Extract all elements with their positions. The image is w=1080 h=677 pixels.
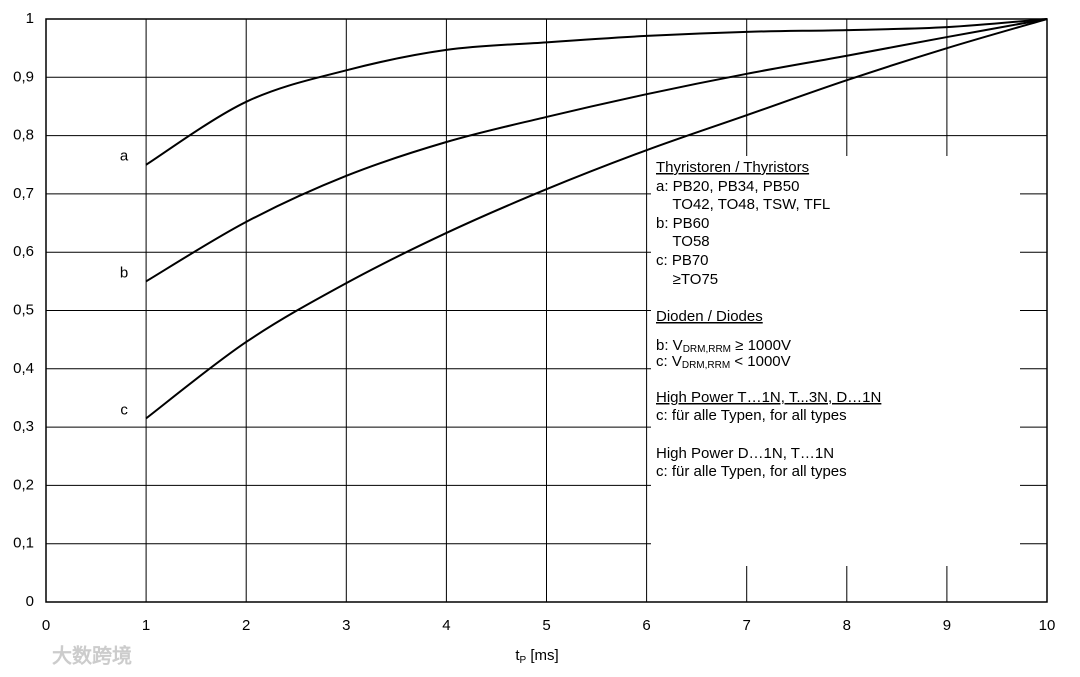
plot-frame	[45, 18, 1048, 603]
y-tick-label: 0,3	[13, 418, 34, 435]
annotation-line: Dioden / Diodes	[656, 308, 763, 325]
x-tick-label: 1	[142, 617, 150, 634]
annotation-part: c: PB70	[656, 252, 709, 269]
annotation-line: Thyristoren / Thyristors	[656, 159, 809, 176]
annotation-line: b: PB60	[656, 215, 709, 232]
annotation-line: b: VDRM,RRM ≥ 1000V	[656, 337, 791, 355]
annotation-part: c: für alle Typen, for all types	[656, 407, 847, 424]
y-tick-label: 0,4	[13, 360, 34, 377]
annotation-part: DRM,RRM	[683, 344, 731, 355]
annotation-part: Dioden / Diodes	[656, 308, 763, 325]
annotation-line: c: VDRM,RRM < 1000V	[656, 353, 791, 371]
annotation-part: a: PB20, PB34, PB50	[656, 178, 799, 195]
curve-label: b	[120, 264, 128, 281]
y-tick-label: 0,5	[13, 301, 34, 318]
annotation-part: c: für alle Typen, for all types	[656, 463, 847, 480]
x-tick-label: 4	[442, 617, 450, 634]
x-tick-label: 2	[242, 617, 250, 634]
watermark: 大数跨境	[52, 643, 132, 667]
x-tick-label: 9	[943, 617, 951, 634]
x-axis-label: tP [ms]	[515, 647, 558, 666]
annotation-line: a: PB20, PB34, PB50	[656, 178, 799, 195]
x-tick-label: 0	[42, 617, 50, 634]
y-tick-label: 0,1	[13, 535, 34, 552]
x-tick-label: 3	[342, 617, 350, 634]
annotation-part: c: V	[656, 353, 682, 370]
x-tick-label: 5	[542, 617, 550, 634]
annotation-line: ≥TO75	[656, 271, 718, 288]
annotation-line: TO42, TO48, TSW, TFL	[656, 196, 830, 213]
x-axis-label-part: t	[515, 647, 520, 664]
annotation-line: c: für alle Typen, for all types	[656, 463, 847, 480]
annotation-part: < 1000V	[730, 353, 790, 370]
x-tick-label: 10	[1039, 617, 1056, 634]
curve	[145, 18, 1048, 420]
y-tick-label: 0,8	[13, 127, 34, 144]
annotation-line: c: PB70	[656, 252, 709, 269]
x-tick-label: 8	[843, 617, 851, 634]
annotation-line: c: für alle Typen, for all types	[656, 407, 847, 424]
annotation-line: High Power D…1N, T…1N	[656, 445, 834, 462]
y-tick-label: 0,7	[13, 185, 34, 202]
x-axis-label-part: [ms]	[526, 647, 559, 664]
annotation-part: TO58	[656, 233, 710, 250]
annotation-line: High Power T…1N, T...3N, D…1N	[656, 389, 881, 406]
annotation-part: ≥TO75	[656, 271, 718, 288]
annotation-part: b: PB60	[656, 215, 709, 232]
x-tick-label: 6	[642, 617, 650, 634]
curve-label: c	[120, 401, 128, 418]
annotation-part: b: V	[656, 337, 683, 354]
annotation-part: High Power T…1N, T...3N, D…1N	[656, 389, 881, 406]
y-tick-label: 0	[26, 593, 34, 610]
annotation-part: Thyristoren / Thyristors	[656, 159, 809, 176]
y-tick-label: 1	[26, 10, 34, 27]
x-axis-label-part: P	[520, 655, 527, 666]
y-tick-label: 0,9	[13, 68, 34, 85]
y-tick-label: 0,2	[13, 476, 34, 493]
curve	[145, 18, 1048, 283]
annotation-part: ≥ 1000V	[731, 337, 791, 354]
annotation-part: High Power D…1N, T…1N	[656, 445, 834, 462]
annotation-part: TO42, TO48, TSW, TFL	[656, 196, 830, 213]
curve-label: a	[120, 148, 129, 165]
annotation-part: DRM,RRM	[682, 360, 730, 371]
annotation-line: TO58	[656, 233, 710, 250]
y-tick-label: 0,6	[13, 243, 34, 260]
annotation-box	[651, 156, 1020, 566]
curve	[145, 18, 1048, 166]
x-tick-label: 7	[743, 617, 751, 634]
